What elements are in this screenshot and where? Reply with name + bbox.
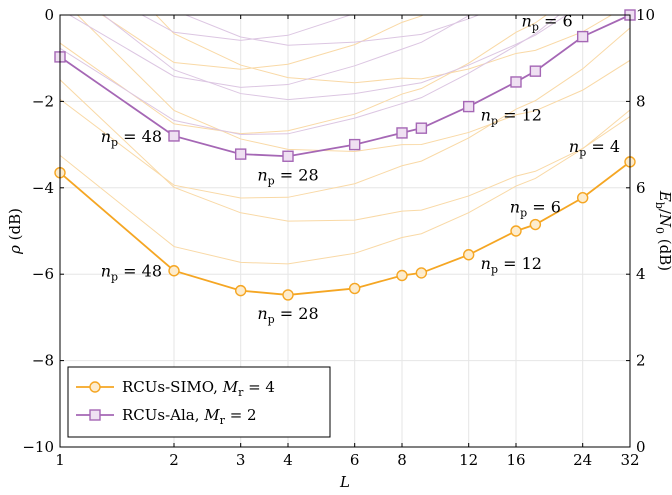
annotations: np = 48 np = 28 np = 12 np = 6 np = 48 np = 2… bbox=[101, 12, 620, 326]
background-curve bbox=[141, 15, 352, 41]
data-point bbox=[348, 282, 361, 295]
data-point bbox=[396, 127, 408, 139]
y-right-tick-label: 0 bbox=[636, 438, 646, 456]
x-tick-label: 2 bbox=[169, 451, 179, 469]
annotation-label: np = 4 bbox=[569, 137, 620, 159]
y-tick-label: −6 bbox=[32, 265, 54, 283]
x-tick-label: 1 bbox=[55, 451, 65, 469]
data-point bbox=[576, 30, 589, 43]
annotation-label: np = 48 bbox=[101, 127, 162, 149]
background-curve bbox=[184, 15, 480, 46]
data-point bbox=[529, 218, 542, 231]
background-curve bbox=[76, 15, 630, 152]
background-curve bbox=[60, 109, 630, 265]
y-right-tick-label: 10 bbox=[636, 6, 655, 24]
background-curve bbox=[101, 15, 424, 70]
x-tick-label: 6 bbox=[350, 451, 360, 469]
x-tick-label: 4 bbox=[283, 451, 293, 469]
x-tick-label: 3 bbox=[236, 451, 246, 469]
data-point bbox=[396, 269, 408, 282]
legend-label: RCUs-Ala, Mr = 2 bbox=[122, 406, 257, 427]
legend: RCUs-SIMO, Mr = 4 RCUs-Ala, Mr = 2 bbox=[67, 366, 331, 438]
y-tick-label: −8 bbox=[32, 352, 54, 370]
series-layer bbox=[54, 9, 636, 301]
annotation-label: np = 6 bbox=[522, 12, 573, 34]
annotation-label: np = 28 bbox=[257, 304, 318, 326]
plot-frame bbox=[59, 14, 631, 448]
y-tick-label: −10 bbox=[22, 438, 54, 456]
x-tick-label: 24 bbox=[573, 451, 592, 469]
series-line bbox=[59, 161, 631, 296]
legend-swatch-marker bbox=[89, 381, 101, 393]
y-right-tick-label: 2 bbox=[636, 352, 646, 370]
data-point bbox=[510, 76, 522, 88]
data-point bbox=[348, 138, 361, 151]
y-tick-label: −2 bbox=[32, 92, 54, 110]
data-point bbox=[168, 265, 180, 277]
background-curve bbox=[60, 79, 630, 222]
data-point bbox=[415, 267, 428, 279]
background-curve bbox=[68, 15, 471, 88]
y-tick-label: 0 bbox=[44, 6, 54, 24]
legend-box bbox=[67, 366, 331, 438]
background-curve bbox=[60, 0, 630, 5]
data-point bbox=[462, 100, 475, 113]
x-tick-label: 32 bbox=[620, 451, 639, 469]
x-tick-label: 8 bbox=[397, 451, 407, 469]
annotation-label: np = 12 bbox=[481, 254, 542, 276]
data-point bbox=[234, 148, 247, 160]
y-tick-label: −4 bbox=[32, 179, 54, 197]
x-tick-label: 12 bbox=[459, 451, 478, 469]
data-point bbox=[462, 249, 475, 261]
y-right-tick-label: 6 bbox=[636, 179, 646, 197]
background-curve bbox=[60, 27, 630, 199]
legend-label: RCUs-SIMO, Mr = 4 bbox=[122, 378, 275, 399]
data-point bbox=[510, 225, 522, 237]
series-line bbox=[59, 14, 631, 158]
background-curve bbox=[155, 15, 613, 84]
background-curve bbox=[102, 15, 568, 101]
data-point bbox=[282, 289, 294, 301]
data-point bbox=[234, 284, 247, 297]
annotation-label: np = 48 bbox=[101, 262, 162, 284]
data-point bbox=[282, 150, 294, 162]
y-axis-title-left: ρ (dB) bbox=[6, 208, 24, 255]
x-tick-label: 16 bbox=[506, 451, 525, 469]
annotation-label: np = 6 bbox=[510, 198, 561, 220]
data-point bbox=[168, 130, 180, 142]
y-axis-title-right: Eb/N0 (dB) bbox=[653, 190, 672, 271]
data-point bbox=[529, 65, 542, 77]
x-axis-title: L bbox=[339, 473, 350, 491]
legend-swatch-marker bbox=[89, 409, 101, 421]
background-curve bbox=[60, 15, 560, 136]
annotation-label: np = 12 bbox=[481, 106, 542, 128]
data-point bbox=[576, 192, 589, 204]
y-right-tick-label: 8 bbox=[636, 92, 646, 110]
y-right-tick-label: 4 bbox=[636, 265, 646, 283]
annotation-label: np = 28 bbox=[257, 165, 318, 187]
background-curves bbox=[60, 0, 630, 265]
data-point bbox=[415, 122, 428, 134]
